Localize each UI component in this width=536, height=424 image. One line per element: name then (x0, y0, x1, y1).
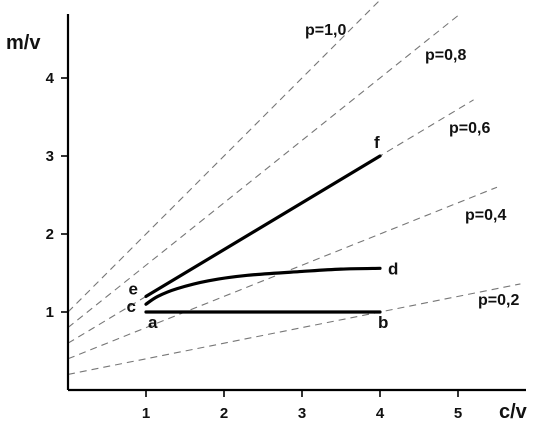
x-tick-label: 5 (454, 405, 462, 422)
x-tick-label: 4 (376, 405, 385, 422)
point-label-c: c (127, 297, 136, 316)
ray-line (67, 283, 521, 375)
y-tick-label: 4 (46, 70, 55, 87)
y-tick-label: 2 (46, 226, 54, 243)
y-tick-label: 3 (46, 148, 54, 165)
rays-layer: p=1,0 p=0,8 p=0,6 p=0,4 p=0,2 (67, 0, 521, 375)
labels-layer: a b c d e f (127, 133, 399, 332)
x-tick-label: 1 (142, 405, 150, 422)
ray-line (67, 99, 474, 344)
point-label-e: e (129, 279, 138, 298)
point-label-a: a (148, 313, 158, 332)
ticks-layer: 1 2 3 4 5 1 2 3 4 (46, 70, 463, 422)
ray-line (67, 0, 381, 313)
x-axis-title: c/v (499, 401, 528, 423)
ray-label: p=0,6 (449, 120, 490, 137)
point-label-d: d (388, 259, 398, 278)
ray-label: p=0,8 (425, 47, 466, 64)
point-label-f: f (374, 133, 380, 152)
ray-label: p=0,2 (478, 292, 519, 309)
x-tick-label: 2 (220, 405, 228, 422)
y-axis-title: m/v (6, 32, 41, 54)
series-line (144, 266, 382, 306)
ray-label: p=1,0 (305, 22, 346, 39)
series-line (144, 154, 382, 298)
x-tick-label: 3 (298, 405, 306, 422)
ray-label: p=0,4 (465, 207, 506, 224)
y-tick-label: 1 (46, 304, 54, 321)
point-label-b: b (378, 313, 388, 332)
series-layer (144, 154, 382, 314)
axes-layer: m/v c/v (6, 14, 528, 423)
